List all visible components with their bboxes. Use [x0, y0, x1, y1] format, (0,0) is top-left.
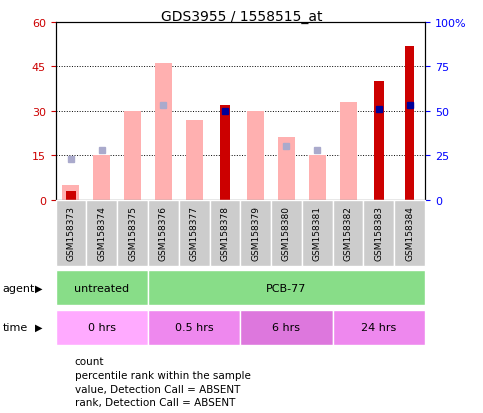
Bar	[309, 156, 326, 200]
Bar	[62, 185, 79, 200]
Bar	[271, 200, 302, 266]
Text: agent: agent	[2, 283, 35, 293]
Text: GSM158377: GSM158377	[190, 206, 199, 261]
Bar	[364, 200, 394, 266]
Text: GSM158384: GSM158384	[405, 206, 414, 260]
Text: GSM158381: GSM158381	[313, 206, 322, 261]
Text: 6 hrs: 6 hrs	[272, 322, 300, 332]
Text: GSM158378: GSM158378	[220, 206, 229, 261]
Bar	[148, 310, 241, 345]
Text: rank, Detection Call = ABSENT: rank, Detection Call = ABSENT	[75, 397, 235, 407]
Bar	[124, 112, 141, 200]
Text: untreated: untreated	[74, 283, 129, 293]
Bar	[210, 200, 240, 266]
Bar	[220, 106, 229, 200]
Text: GSM158376: GSM158376	[159, 206, 168, 261]
Text: ▶: ▶	[35, 322, 43, 332]
Text: GSM158373: GSM158373	[67, 206, 75, 261]
Text: GSM158375: GSM158375	[128, 206, 137, 261]
Bar	[240, 200, 271, 266]
Text: GDS3955 / 1558515_at: GDS3955 / 1558515_at	[161, 10, 322, 24]
Text: 0 hrs: 0 hrs	[88, 322, 116, 332]
Bar	[56, 200, 86, 266]
Text: 24 hrs: 24 hrs	[361, 322, 397, 332]
Bar	[155, 64, 172, 200]
Bar	[247, 112, 264, 200]
Text: count: count	[75, 356, 104, 366]
Bar	[374, 82, 384, 200]
Bar	[302, 200, 333, 266]
Text: percentile rank within the sample: percentile rank within the sample	[75, 370, 251, 380]
Text: time: time	[2, 322, 28, 332]
Text: 0.5 hrs: 0.5 hrs	[175, 322, 213, 332]
Bar	[66, 191, 76, 200]
Bar	[241, 310, 333, 345]
Text: GSM158379: GSM158379	[251, 206, 260, 261]
Bar	[405, 46, 414, 200]
Bar	[148, 200, 179, 266]
Text: GSM158383: GSM158383	[374, 206, 384, 261]
Bar	[278, 138, 295, 200]
Bar	[93, 156, 110, 200]
Bar	[340, 103, 356, 200]
Bar	[56, 310, 148, 345]
Text: ▶: ▶	[35, 283, 43, 293]
Bar	[179, 200, 210, 266]
Text: GSM158374: GSM158374	[97, 206, 106, 260]
Bar	[148, 271, 425, 306]
Bar	[117, 200, 148, 266]
Bar	[185, 121, 202, 200]
Bar	[394, 200, 425, 266]
Bar	[333, 310, 425, 345]
Text: value, Detection Call = ABSENT: value, Detection Call = ABSENT	[75, 384, 240, 394]
Text: GSM158382: GSM158382	[343, 206, 353, 260]
Bar	[86, 200, 117, 266]
Text: PCB-77: PCB-77	[266, 283, 307, 293]
Bar	[56, 271, 148, 306]
Bar	[333, 200, 364, 266]
Text: GSM158380: GSM158380	[282, 206, 291, 261]
